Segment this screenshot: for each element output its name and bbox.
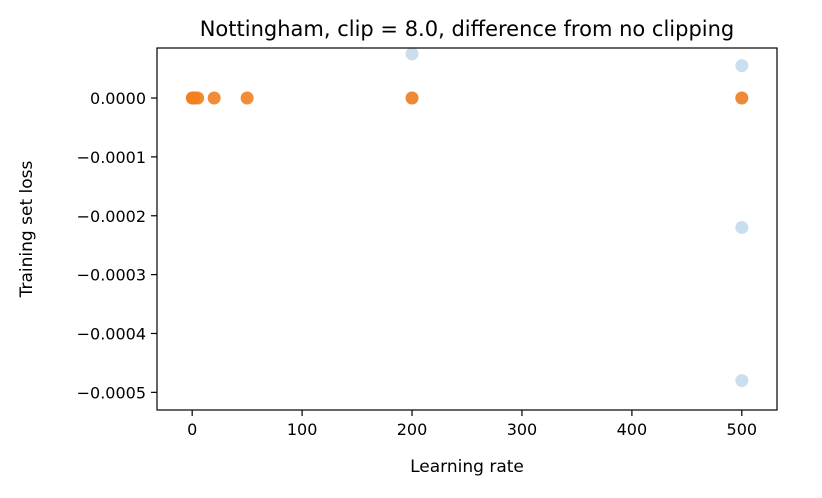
x-tick-label: 200 [397,420,428,439]
series-1 [185,91,749,105]
data-point [735,59,749,73]
data-point [735,374,749,388]
y-tick-label: 0.0000 [90,89,146,108]
y-tick-label: −0.0005 [77,383,146,402]
chart-ticks: 0 100 200 300 400 500 0.0000 −0.0001 −0.0002 −0.0… [77,89,757,439]
x-tick-label: 500 [727,420,758,439]
x-axis-label: Learning rate [410,457,524,477]
chart-title: Nottingham, clip = 8.0, difference from … [200,17,735,41]
data-point [405,47,419,61]
series-0 [185,47,749,388]
y-tick-label: −0.0002 [77,207,146,226]
y-tick-label: −0.0004 [77,324,146,343]
x-tick-label: 0 [187,420,197,439]
x-tick-label: 300 [507,420,538,439]
x-tick-label: 400 [617,420,648,439]
data-point [240,91,254,105]
y-tick-label: −0.0001 [77,148,146,167]
data-point [735,221,749,235]
data-point [405,91,419,105]
x-tick-label: 100 [287,420,318,439]
data-point [191,91,205,105]
plot-frame [156,47,778,411]
data-point [735,91,749,105]
chart-marks [185,47,749,388]
y-axis-label: Training set loss [17,161,37,299]
data-point [207,91,221,105]
y-tick-label: −0.0003 [77,266,146,285]
